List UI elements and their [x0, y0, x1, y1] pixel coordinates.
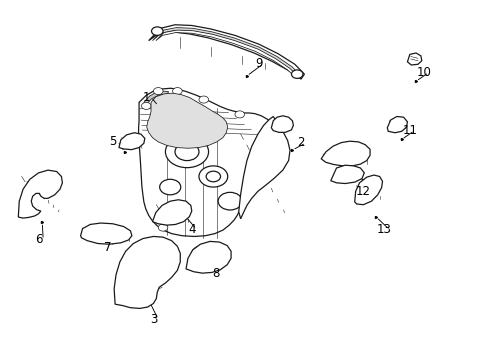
Circle shape	[218, 192, 242, 210]
Polygon shape	[321, 141, 369, 166]
Circle shape	[216, 252, 224, 259]
Polygon shape	[152, 200, 191, 225]
Text: 9: 9	[255, 57, 262, 70]
Text: 6: 6	[35, 234, 42, 247]
Circle shape	[267, 120, 277, 127]
Circle shape	[210, 248, 230, 262]
Polygon shape	[386, 117, 407, 133]
Circle shape	[198, 250, 209, 258]
Text: 12: 12	[355, 185, 370, 198]
Circle shape	[172, 87, 182, 95]
Polygon shape	[156, 30, 295, 75]
Circle shape	[160, 179, 181, 195]
Polygon shape	[330, 165, 364, 184]
Polygon shape	[354, 175, 382, 205]
Circle shape	[158, 265, 167, 273]
Polygon shape	[138, 88, 277, 237]
Circle shape	[165, 136, 208, 168]
Circle shape	[206, 171, 220, 182]
Circle shape	[141, 102, 151, 109]
Circle shape	[199, 166, 227, 187]
Polygon shape	[238, 117, 289, 219]
Text: 7: 7	[104, 240, 111, 253]
Polygon shape	[119, 133, 144, 150]
Polygon shape	[152, 28, 299, 76]
Circle shape	[199, 96, 208, 103]
Polygon shape	[146, 93, 227, 148]
Text: 13: 13	[376, 223, 391, 236]
Text: 11: 11	[402, 124, 416, 137]
Text: 8: 8	[212, 267, 219, 280]
Text: 4: 4	[188, 223, 195, 236]
Circle shape	[151, 27, 163, 35]
Circle shape	[158, 224, 167, 231]
Circle shape	[191, 245, 215, 263]
Polygon shape	[407, 53, 421, 65]
Polygon shape	[148, 25, 304, 79]
Circle shape	[234, 111, 244, 118]
Circle shape	[268, 134, 278, 141]
Circle shape	[123, 251, 150, 271]
Circle shape	[130, 256, 143, 266]
Polygon shape	[18, 170, 62, 218]
Text: 2: 2	[297, 136, 304, 149]
Polygon shape	[81, 223, 132, 244]
Circle shape	[265, 141, 275, 148]
Polygon shape	[143, 91, 168, 105]
Polygon shape	[185, 242, 231, 273]
Circle shape	[175, 143, 199, 161]
Polygon shape	[271, 116, 293, 132]
Text: 5: 5	[109, 135, 116, 148]
Text: 10: 10	[416, 66, 431, 79]
Text: 1: 1	[142, 91, 150, 104]
Circle shape	[291, 70, 303, 78]
Polygon shape	[114, 237, 180, 309]
Text: 3: 3	[149, 313, 157, 326]
Circle shape	[152, 261, 173, 277]
Circle shape	[153, 87, 163, 95]
